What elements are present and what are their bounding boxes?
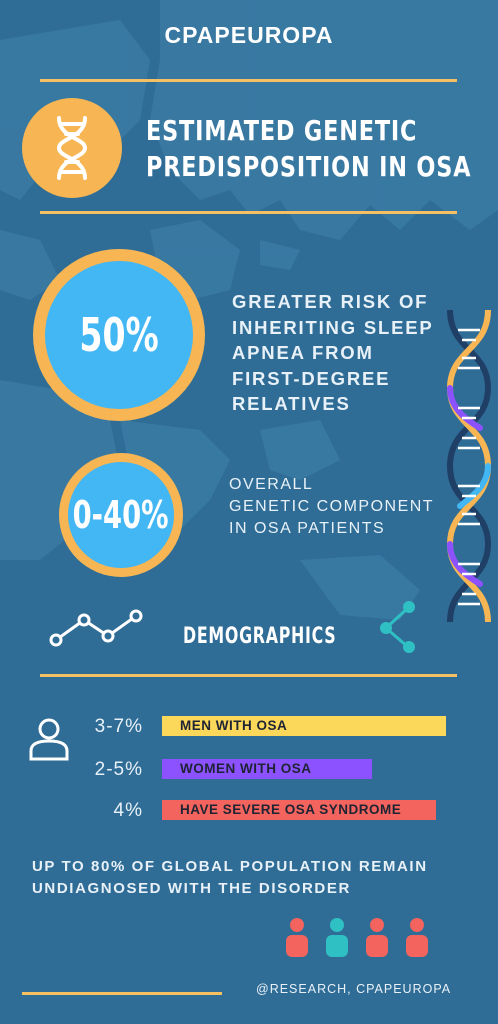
desc-line: INHERITING SLEEP xyxy=(232,316,434,338)
desc-line: RELATIVES xyxy=(232,393,351,414)
demographic-bar-women: WOMEN WITH OSA xyxy=(162,759,372,779)
divider xyxy=(40,211,457,214)
stat-circle-0-40: 0-40% xyxy=(59,453,183,577)
demographic-bar-men: MEN WITH OSA xyxy=(162,716,446,736)
person-icon xyxy=(286,918,308,957)
desc-line: IN OSA PATIENTS xyxy=(229,520,386,537)
dna-icon xyxy=(56,116,88,180)
footnote: UP TO 80% OF GLOBAL POPULATION REMAIN UN… xyxy=(32,856,428,900)
demographic-percent: 2-5% xyxy=(94,759,143,780)
stat-value: 0-40% xyxy=(73,493,169,537)
title-badge xyxy=(22,98,122,198)
share-icon xyxy=(380,601,415,653)
person-icon xyxy=(406,918,428,957)
stat-circle-50: 50% xyxy=(33,249,205,421)
user-icon xyxy=(29,718,69,761)
divider xyxy=(22,992,222,995)
stat-description: GREATER RISK OF INHERITING SLEEP APNEA F… xyxy=(232,289,434,417)
desc-line: APNEA FROM xyxy=(232,342,374,363)
desc-line: GREATER RISK OF xyxy=(232,291,429,312)
stat-value: 50% xyxy=(79,308,159,362)
line-chart-icon xyxy=(49,609,143,647)
divider xyxy=(40,79,457,82)
footnote-line-2: UNDIAGNOSED WITH THE DISORDER xyxy=(32,880,351,897)
person-icon xyxy=(326,918,348,957)
dna-helix-icon xyxy=(446,310,492,622)
people-icons xyxy=(286,918,428,957)
desc-line: OVERALL xyxy=(229,476,314,493)
demographics-heading: DEMOGRAPHICS xyxy=(183,624,337,649)
title-line-1: ESTIMATED GENETIC xyxy=(146,114,418,147)
brand-name: CPAPEUROPA xyxy=(164,22,334,48)
person-icon xyxy=(366,918,388,957)
page-title: ESTIMATED GENETIC PREDISPOSITION IN OSA xyxy=(146,113,471,185)
desc-line: GENETIC COMPONENT xyxy=(229,498,435,515)
divider xyxy=(40,674,457,677)
credit: @RESEARCH, CPAPEUROPA xyxy=(256,982,452,996)
demographic-bar-severe: HAVE SEVERE OSA SYNDROME xyxy=(162,800,436,820)
stat-description: OVERALL GENETIC COMPONENT IN OSA PATIENT… xyxy=(229,474,434,540)
title-line-2: PREDISPOSITION IN OSA xyxy=(146,150,472,183)
demographic-percent: 4% xyxy=(113,800,143,821)
desc-line: FIRST-DEGREE xyxy=(232,367,391,389)
footnote-line-1: UP TO 80% OF GLOBAL POPULATION REMAIN xyxy=(32,858,428,875)
demographic-percent: 3-7% xyxy=(94,716,143,737)
